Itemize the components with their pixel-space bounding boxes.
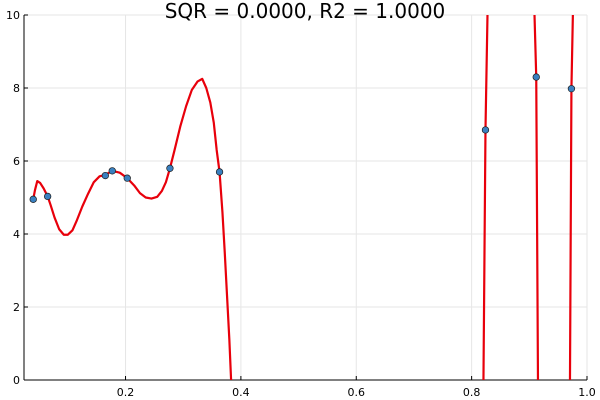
data-point bbox=[215, 168, 224, 176]
x-tick-label: 0.8 bbox=[463, 386, 481, 399]
data-point bbox=[101, 171, 109, 180]
axes bbox=[23, 14, 588, 381]
data-points bbox=[29, 73, 576, 203]
y-tick-label: 4 bbox=[13, 228, 20, 241]
x-tick-label: 0.6 bbox=[348, 386, 366, 399]
y-tick-label: 0 bbox=[13, 374, 20, 387]
x-tick-label: 0.2 bbox=[117, 386, 135, 399]
data-point bbox=[123, 174, 131, 182]
fitted-curve-line bbox=[32, 77, 233, 380]
data-point bbox=[532, 73, 540, 81]
y-tick-label: 10 bbox=[6, 9, 20, 22]
tick-labels: 0.2 0.4 0.6 0.8 1.0 0 2 4 6 8 10 bbox=[6, 9, 596, 399]
data-point bbox=[567, 85, 576, 93]
x-tick-label: 1.0 bbox=[578, 386, 596, 399]
data-point bbox=[108, 167, 116, 175]
x-tick-label: 0.4 bbox=[232, 386, 250, 399]
data-point bbox=[29, 195, 37, 203]
y-tick-label: 8 bbox=[13, 82, 20, 95]
y-tick-label: 6 bbox=[13, 155, 20, 168]
y-tick-label: 2 bbox=[13, 301, 20, 314]
data-point bbox=[481, 126, 490, 134]
data-point bbox=[166, 164, 174, 172]
data-point bbox=[44, 192, 52, 201]
chart-title: SQR = 0.0000, R2 = 1.0000 bbox=[165, 0, 446, 23]
